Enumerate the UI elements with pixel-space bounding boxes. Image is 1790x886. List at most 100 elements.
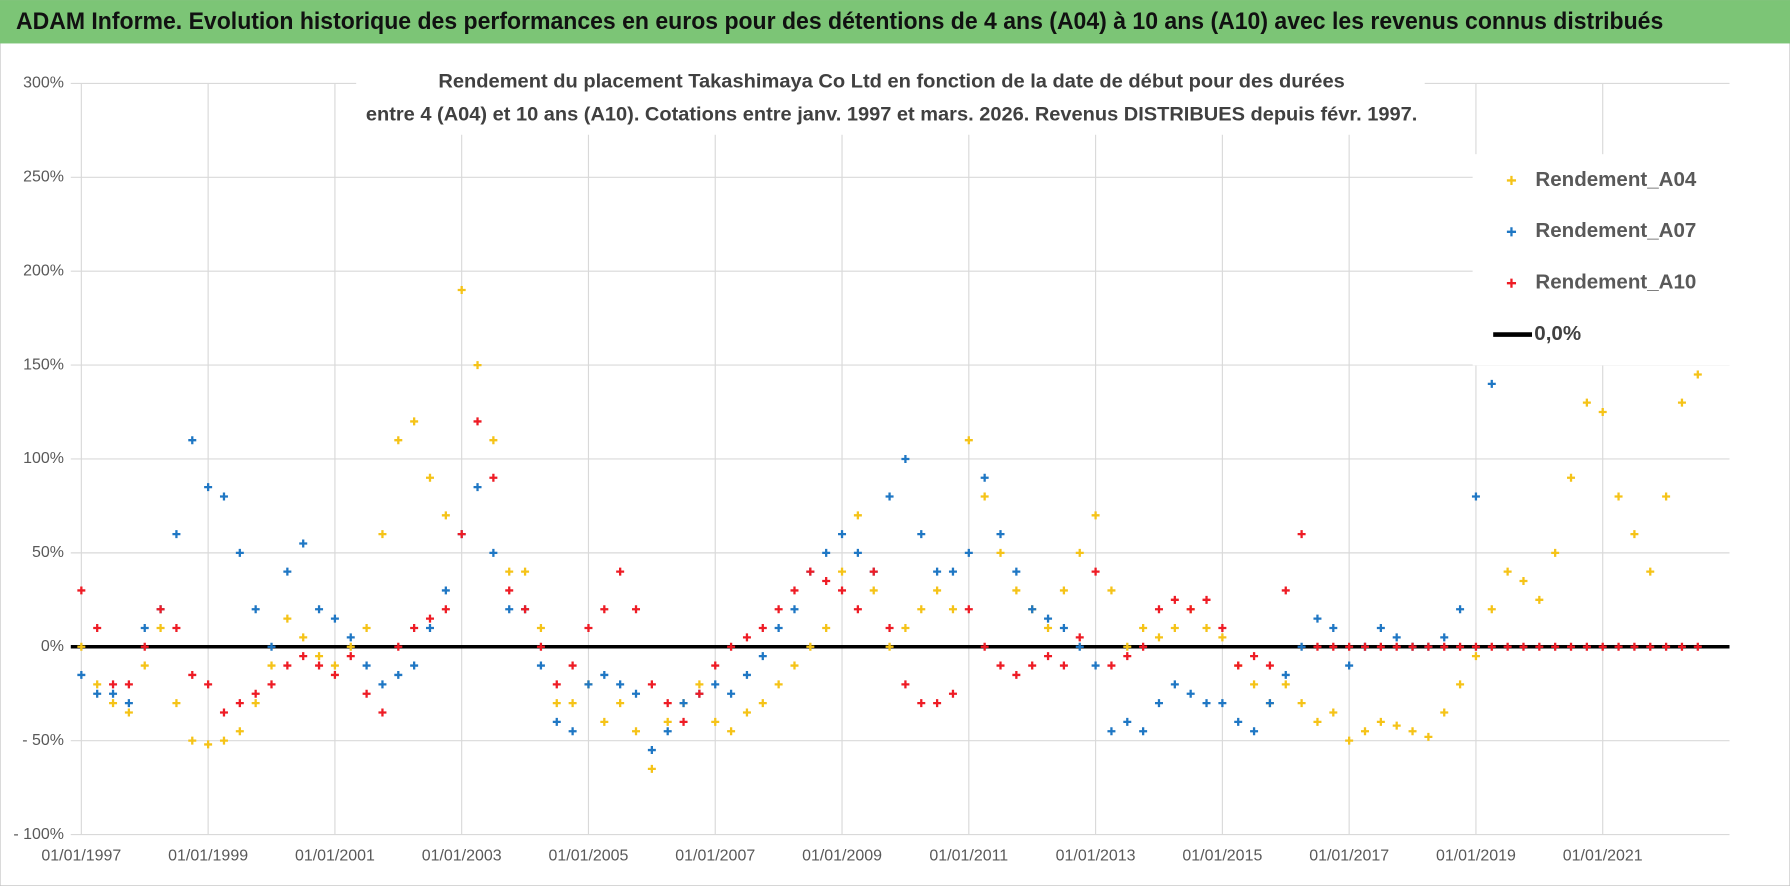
point <box>1091 661 1100 670</box>
point <box>536 642 545 651</box>
point <box>632 689 641 698</box>
point <box>124 708 133 717</box>
point <box>1456 642 1465 651</box>
point <box>1329 642 1338 651</box>
marks <box>70 285 1730 773</box>
x-tick-label: 01/01/2017 <box>1309 847 1389 864</box>
point <box>1075 642 1084 651</box>
point <box>774 605 783 614</box>
point <box>521 605 530 614</box>
point <box>140 623 149 632</box>
point <box>1361 642 1369 651</box>
point <box>1519 642 1528 651</box>
point <box>1202 699 1211 708</box>
chart-subtitle: entre 4 (A04) et 10 ans (A10). Cotations… <box>366 103 1417 125</box>
point <box>330 614 339 623</box>
point <box>853 511 862 520</box>
point <box>1345 661 1354 670</box>
point <box>204 483 213 492</box>
point <box>1471 642 1480 651</box>
legend: Rendement_A04 Rendement_A07 Rendement_A10 0… <box>1472 154 1730 366</box>
point <box>410 417 419 426</box>
point <box>1503 567 1512 576</box>
point <box>679 717 688 726</box>
point <box>457 530 466 539</box>
point <box>394 436 403 445</box>
point <box>1075 548 1084 557</box>
point <box>933 567 942 576</box>
point <box>1186 605 1195 614</box>
point <box>521 567 530 576</box>
y-tick-label: 50% <box>32 544 64 561</box>
point <box>1123 642 1132 651</box>
y-tick-label: 200% <box>23 262 64 279</box>
point <box>172 699 181 708</box>
point <box>1440 642 1449 651</box>
point <box>1535 642 1544 651</box>
point <box>1250 652 1259 661</box>
point <box>552 680 561 689</box>
point <box>616 699 625 708</box>
legend-label: Rendement_A10 <box>1535 271 1696 294</box>
point <box>441 605 450 614</box>
point <box>1614 642 1623 651</box>
point <box>1424 642 1433 651</box>
point <box>1662 642 1671 651</box>
point <box>980 642 989 651</box>
point <box>441 511 450 520</box>
point <box>346 652 355 661</box>
point <box>1408 727 1417 736</box>
point <box>1456 680 1465 689</box>
x-tick-label: 01/01/1999 <box>168 847 248 864</box>
point <box>933 699 942 708</box>
point <box>1392 642 1401 651</box>
point <box>394 642 403 651</box>
point <box>1345 642 1354 651</box>
point <box>742 633 751 642</box>
point <box>1154 699 1163 708</box>
point <box>1598 408 1607 417</box>
point <box>1170 623 1179 632</box>
point <box>742 670 751 679</box>
point <box>1297 642 1306 651</box>
point <box>489 473 498 482</box>
point <box>869 567 878 576</box>
point <box>1297 699 1306 708</box>
point <box>77 642 86 651</box>
point <box>616 567 625 576</box>
point <box>536 623 545 632</box>
point <box>632 727 641 736</box>
point <box>156 605 165 614</box>
point <box>1044 623 1053 632</box>
point <box>632 605 641 614</box>
point <box>1376 717 1385 726</box>
point <box>1139 642 1148 651</box>
point <box>1376 642 1385 651</box>
point <box>1234 661 1243 670</box>
point <box>219 708 228 717</box>
point <box>869 586 878 595</box>
point <box>1281 670 1290 679</box>
y-tick-label: 150% <box>23 356 64 373</box>
point <box>473 417 482 426</box>
point <box>251 605 260 614</box>
point <box>1630 642 1639 651</box>
point <box>901 454 910 463</box>
point <box>1107 661 1116 670</box>
legend-marker <box>1506 227 1517 237</box>
point <box>663 717 672 726</box>
point <box>552 717 561 726</box>
point <box>964 605 973 614</box>
point <box>600 717 609 726</box>
point <box>410 661 419 670</box>
point <box>1503 642 1512 651</box>
y-tick-label: - 50% <box>22 732 64 749</box>
point <box>1281 586 1290 595</box>
x-tick-label: 01/01/1997 <box>41 847 121 864</box>
point <box>283 567 292 576</box>
point <box>330 661 339 670</box>
point <box>568 727 577 736</box>
x-tick-label: 01/01/2021 <box>1563 847 1643 864</box>
